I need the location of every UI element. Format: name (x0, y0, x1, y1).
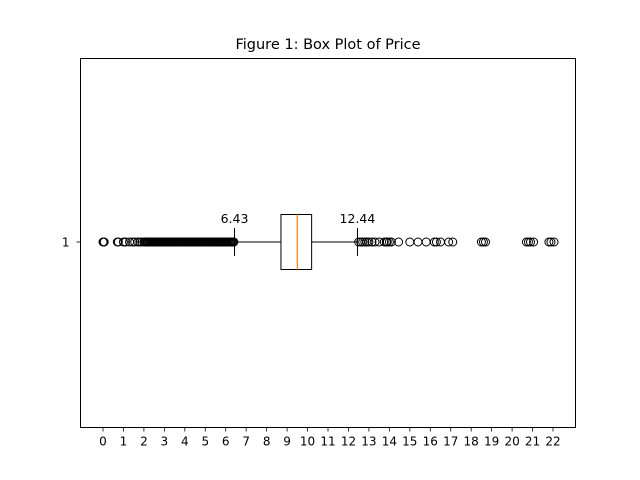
x-tick-label: 2 (140, 435, 148, 449)
outlier-point (121, 237, 130, 247)
x-tick-label: 3 (161, 435, 169, 449)
x-tick-label: 8 (263, 435, 271, 449)
x-tick-label: 0 (99, 435, 107, 449)
plot-area: 6.43 12.44 (98, 211, 559, 270)
outlier-point (481, 237, 490, 247)
x-tick-label: 7 (242, 435, 250, 449)
x-tick-label: 14 (382, 435, 397, 449)
x-tick-label: 16 (423, 435, 438, 449)
x-tick-label: 9 (283, 435, 291, 449)
x-tick-label: 21 (525, 435, 540, 449)
x-tick-label: 13 (361, 435, 376, 449)
outlier-point (229, 237, 239, 247)
box-iqr (280, 214, 313, 270)
x-tick-label: 5 (201, 435, 209, 449)
whisker-annotation: 12.44 (340, 211, 376, 226)
outlier-point (431, 237, 441, 247)
x-tick-label: 19 (484, 435, 499, 449)
outlier-point (113, 237, 123, 247)
outlier-point (448, 237, 458, 247)
outlier-point (367, 237, 377, 247)
x-tick-label: 1 (120, 435, 128, 449)
chart-title: Figure 1: Box Plot of Price (235, 37, 420, 53)
outlier-point (364, 237, 374, 247)
outlier-point (99, 237, 109, 247)
outlier-point (529, 237, 539, 247)
x-tick-label: 6 (222, 435, 230, 449)
x-tick-label: 10 (300, 435, 315, 449)
whisker-annotation: 6.43 (221, 211, 249, 226)
outlier-point (546, 237, 556, 247)
outlier-point (394, 237, 404, 247)
x-tick-label: 4 (181, 435, 189, 449)
outlier-point (526, 237, 535, 247)
x-tick-label: 17 (443, 435, 458, 449)
outlier-point (386, 237, 396, 247)
x-tick-label: 12 (341, 435, 356, 449)
outlier-point (444, 237, 454, 247)
outlier-point (370, 237, 380, 247)
y-tick-label: 1 (62, 236, 70, 250)
outlier-point (130, 237, 140, 247)
x-tick-label: 15 (402, 435, 417, 449)
x-tick-label: 18 (464, 435, 479, 449)
x-tick-label: 20 (504, 435, 519, 449)
x-tick-label: 22 (545, 435, 560, 449)
outlier-point (549, 237, 559, 247)
x-tick-label: 11 (320, 435, 335, 449)
